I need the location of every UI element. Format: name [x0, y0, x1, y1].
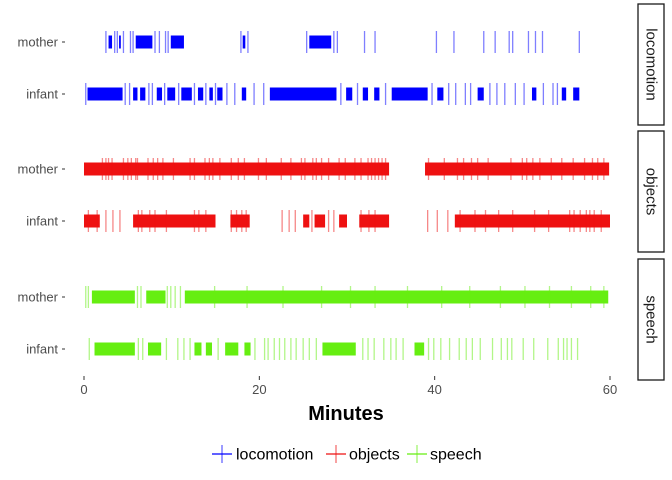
behavior-bout: [414, 342, 425, 356]
facet-strip-label: locomotion: [643, 28, 660, 101]
x-axis-title: Minutes: [308, 403, 384, 425]
behavior-bout: [146, 290, 166, 304]
behavior-bout: [359, 214, 390, 228]
behavior-bout: [209, 87, 213, 101]
x-tick-label: 20: [252, 382, 266, 397]
facet-strip-label: objects: [643, 168, 660, 216]
behavior-bout: [133, 214, 216, 228]
behavior-bout: [84, 162, 390, 176]
behavior-bout: [242, 35, 246, 49]
behavior-bout: [230, 214, 250, 228]
row-locomotion-mother: mother: [18, 31, 580, 53]
row-objects-mother: mother: [18, 158, 610, 180]
behavior-bout: [91, 290, 135, 304]
facet-strip: [637, 3, 665, 126]
panels-layer: mother infant locomotion mother infant object…: [18, 3, 665, 381]
legend-label: objects: [349, 447, 400, 464]
behavior-bout: [425, 162, 610, 176]
behavior-bout: [339, 214, 347, 228]
behavior-bout: [374, 87, 380, 101]
facet-strip: [637, 130, 665, 253]
legend: locomotion objects speech: [212, 445, 482, 464]
legend-label: locomotion: [236, 447, 313, 464]
panel-objects: mother infant objects: [18, 130, 665, 253]
behavior-bout: [362, 87, 369, 101]
behavior-bout: [184, 290, 609, 304]
behavior-bout: [241, 87, 247, 101]
facet-strip: [637, 258, 665, 381]
legend-label: speech: [430, 447, 482, 464]
x-axis: 0 20 40 60: [80, 376, 617, 397]
behavior-bout: [244, 342, 251, 356]
behavior-bout: [531, 87, 537, 101]
panel-speech: mother infant speech: [18, 258, 665, 381]
behavior-bout: [170, 35, 184, 49]
row-objects-infant: infant: [26, 210, 610, 232]
x-tick-label: 0: [80, 382, 87, 397]
behavior-bout: [346, 87, 353, 101]
facet-strip-label: speech: [643, 295, 660, 343]
legend-item-objects: objects: [326, 445, 400, 464]
x-tick-label: 40: [427, 382, 441, 397]
behavior-bout: [140, 87, 146, 101]
y-tick-label: mother: [18, 35, 59, 50]
behavior-bout: [133, 87, 138, 101]
behavior-bout: [225, 342, 239, 356]
panel-locomotion: mother infant locomotion: [18, 3, 665, 126]
behavior-bout: [217, 87, 223, 101]
behavior-bout: [314, 214, 326, 228]
y-tick-label: infant: [26, 87, 58, 102]
behavior-bout: [269, 87, 337, 101]
behavior-bout: [94, 342, 135, 356]
behavior-bout: [454, 214, 610, 228]
behavior-bout: [135, 35, 153, 49]
y-tick-label: mother: [18, 290, 59, 305]
behavior-bout: [87, 87, 123, 101]
x-tick-label: 60: [603, 382, 617, 397]
row-speech-infant: infant: [26, 338, 579, 360]
behavior-bout: [303, 214, 310, 228]
behavior-bout: [108, 35, 113, 49]
y-tick-label: infant: [26, 342, 58, 357]
y-tick-label: mother: [18, 162, 59, 177]
behavior-bout: [167, 87, 176, 101]
row-locomotion-infant: infant: [26, 83, 580, 105]
behavior-bout: [205, 342, 212, 356]
behavior-bout: [561, 87, 567, 101]
behavior-bout: [119, 35, 121, 49]
behavior-bout: [322, 342, 356, 356]
behavior-bout: [156, 87, 163, 101]
row-speech-mother: mother: [18, 286, 609, 308]
behavior-bout: [147, 342, 162, 356]
behavior-bout: [181, 87, 192, 101]
legend-item-speech: speech: [407, 445, 482, 464]
behavior-bout: [309, 35, 332, 49]
legend-item-locomotion: locomotion: [212, 445, 313, 464]
behavior-bout: [477, 87, 484, 101]
behavior-bout: [197, 87, 204, 101]
y-tick-label: infant: [26, 214, 58, 229]
behavior-bout: [391, 87, 428, 101]
behavior-bout: [437, 87, 444, 101]
behavior-bout: [573, 87, 580, 101]
behavior-bout: [194, 342, 202, 356]
